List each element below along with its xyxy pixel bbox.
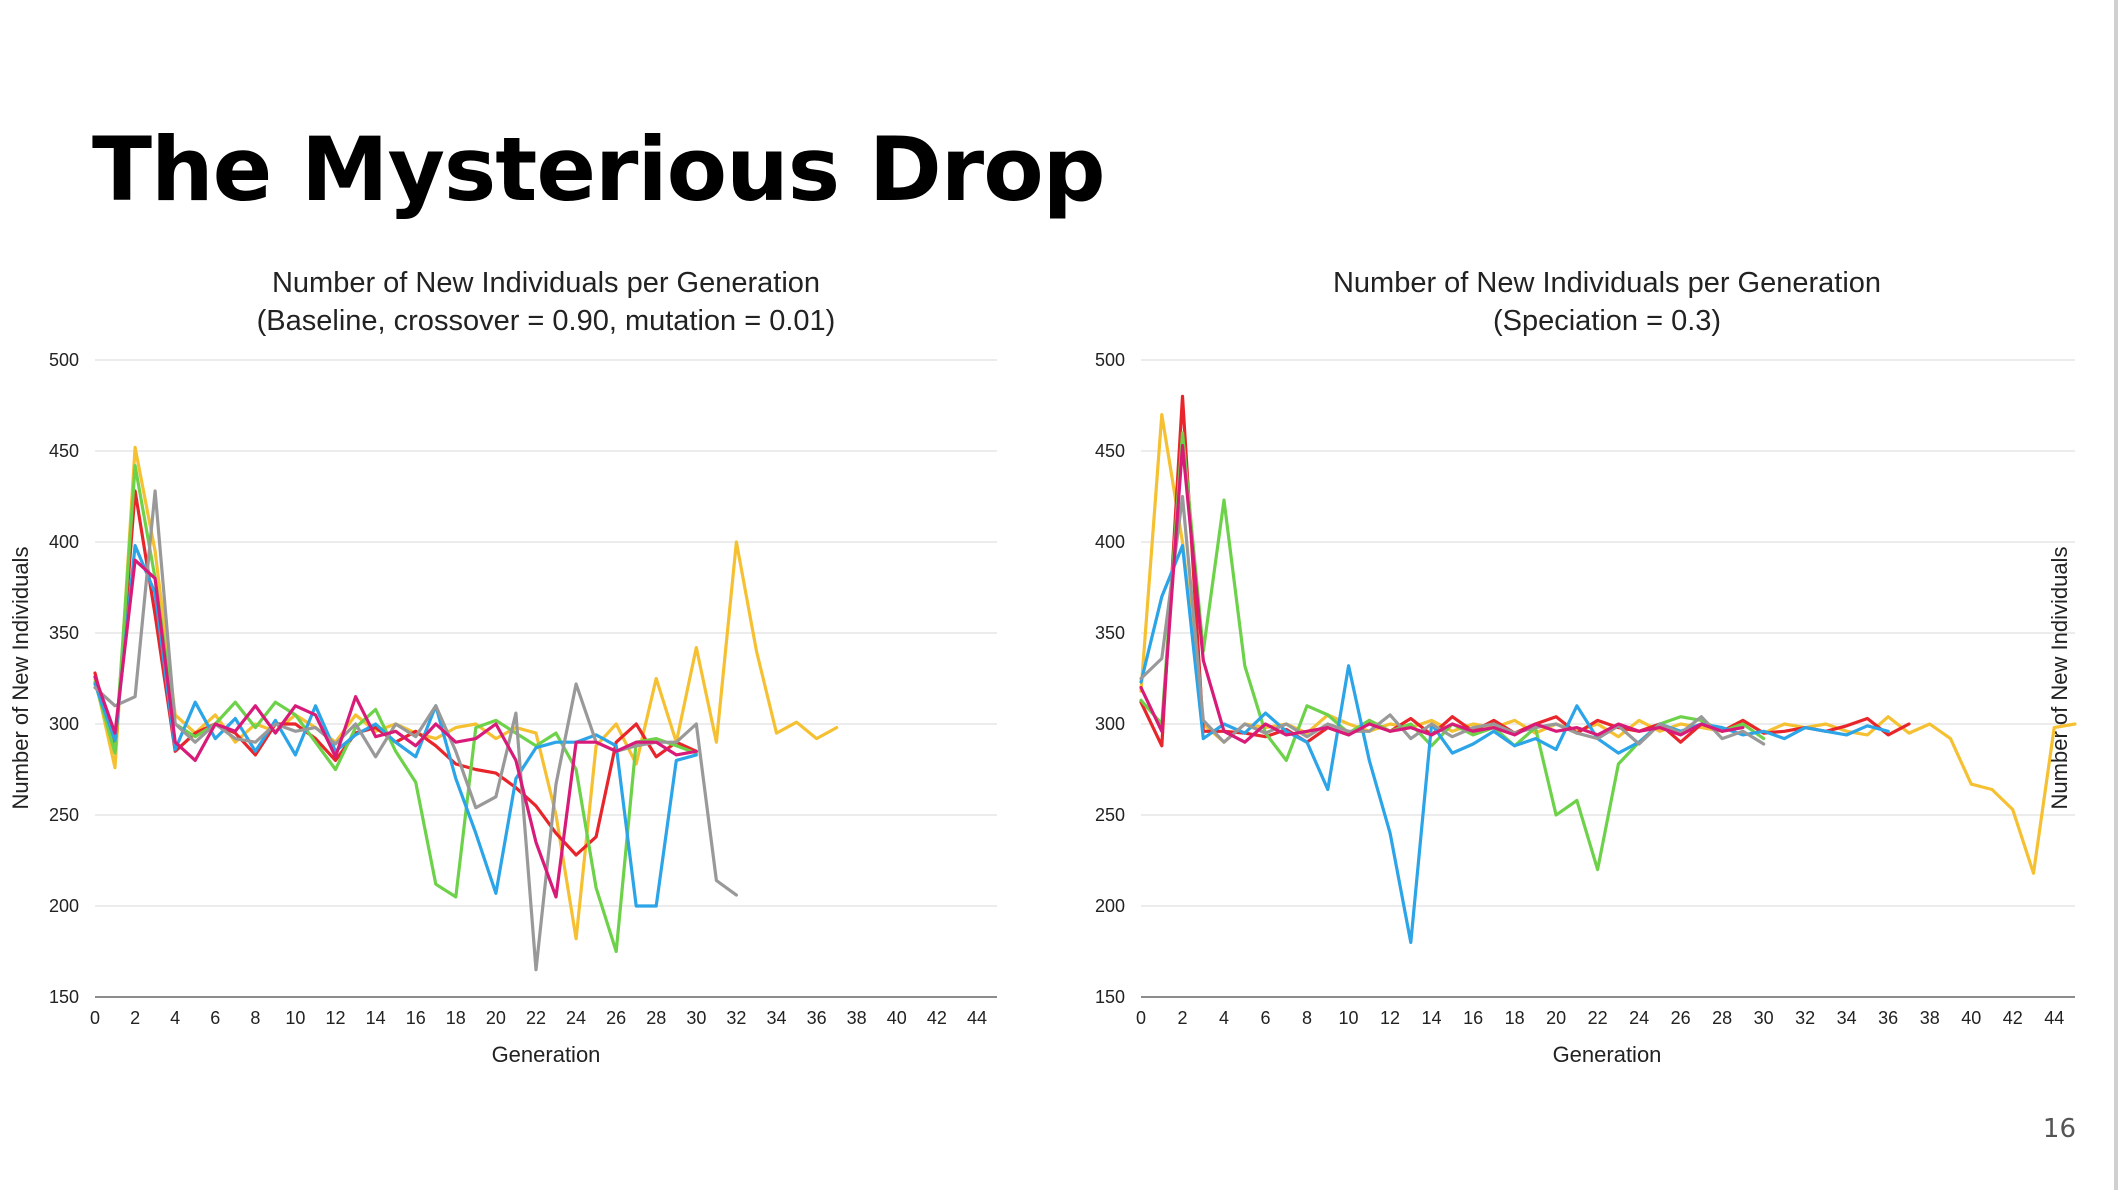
y-tick-label: 400 — [49, 532, 79, 552]
x-tick-label: 40 — [1961, 1008, 1981, 1028]
series-line-6 — [93, 558, 698, 899]
x-tick-label: 30 — [1754, 1008, 1774, 1028]
chart-title: Number of New Individuals per Generation — [272, 267, 820, 299]
x-axis-ticks: 0 2 4 6 8 10 12 14 16 18 20 22 24 26 28 30 32 34 36 38 40 42 4… — [1136, 1008, 2064, 1028]
series-lines — [1139, 394, 2077, 945]
y-axis-title: Number of New Individuals — [2047, 547, 2072, 810]
x-tick-label: 8 — [1302, 1008, 1312, 1028]
x-tick-label: 26 — [606, 1008, 626, 1028]
grid-lines — [95, 359, 997, 998]
chart-baseline: Number of New Individuals per Generation… — [8, 267, 997, 1067]
x-tick-label: 40 — [887, 1008, 907, 1028]
x-tick-label: 34 — [1837, 1008, 1857, 1028]
x-tick-label: 34 — [766, 1008, 786, 1028]
y-tick-label: 200 — [49, 896, 79, 916]
x-tick-label: 32 — [1795, 1008, 1815, 1028]
x-tick-label: 24 — [1629, 1008, 1649, 1028]
x-tick-label: 28 — [646, 1008, 666, 1028]
series-line-6 — [1139, 443, 1745, 744]
x-tick-label: 44 — [2044, 1008, 2064, 1028]
series-line-2 — [93, 489, 698, 857]
y-tick-label: 450 — [49, 441, 79, 461]
x-axis-ticks: 0 2 4 6 8 10 12 14 16 18 20 22 24 26 28 30 32 34 36 38 40 42 4… — [90, 1008, 987, 1028]
series-line-3 — [93, 464, 698, 954]
x-tick-label: 26 — [1671, 1008, 1691, 1028]
x-tick-label: 16 — [1463, 1008, 1483, 1028]
x-tick-label: 10 — [1339, 1008, 1359, 1028]
y-tick-label: 350 — [49, 623, 79, 643]
y-tick-label: 400 — [1095, 532, 1125, 552]
chart-speciation: Number of New Individuals per Generation… — [1095, 267, 2077, 1067]
chart-title: Number of New Individuals per Generation — [1333, 267, 1881, 299]
x-tick-label: 8 — [250, 1008, 260, 1028]
x-tick-label: 44 — [967, 1008, 987, 1028]
x-tick-label: 30 — [686, 1008, 706, 1028]
x-tick-label: 0 — [90, 1008, 100, 1028]
x-tick-label: 10 — [285, 1008, 305, 1028]
y-tick-label: 150 — [49, 987, 79, 1007]
x-tick-label: 20 — [1546, 1008, 1566, 1028]
x-tick-label: 0 — [1136, 1008, 1146, 1028]
chart-subtitle: (Speciation = 0.3) — [1493, 305, 1721, 337]
series-line-1 — [93, 445, 839, 941]
x-tick-label: 32 — [726, 1008, 746, 1028]
y-tick-label: 300 — [1095, 714, 1125, 734]
series-line-5 — [1139, 494, 1766, 746]
y-tick-label: 500 — [49, 350, 79, 370]
x-tick-label: 16 — [406, 1008, 426, 1028]
x-tick-label: 36 — [1878, 1008, 1898, 1028]
x-tick-label: 36 — [807, 1008, 827, 1028]
x-tick-label: 4 — [1219, 1008, 1229, 1028]
y-tick-label: 250 — [1095, 805, 1125, 825]
y-tick-label: 500 — [1095, 350, 1125, 370]
series-line-3 — [1139, 431, 1766, 872]
x-tick-label: 22 — [526, 1008, 546, 1028]
series-line-1 — [1139, 413, 2077, 875]
y-tick-label: 300 — [49, 714, 79, 734]
slide-edge-divider — [2114, 0, 2118, 1190]
x-tick-label: 12 — [1380, 1008, 1400, 1028]
x-tick-label: 28 — [1712, 1008, 1732, 1028]
x-tick-label: 2 — [1178, 1008, 1188, 1028]
chart-subtitle: (Baseline, crossover = 0.90, mutation = … — [257, 305, 836, 337]
x-tick-label: 12 — [326, 1008, 346, 1028]
x-tick-label: 14 — [366, 1008, 386, 1028]
series-line-4 — [93, 543, 698, 908]
x-tick-label: 6 — [210, 1008, 220, 1028]
y-tick-label: 450 — [1095, 441, 1125, 461]
series-line-5 — [93, 489, 739, 972]
x-tick-label: 4 — [170, 1008, 180, 1028]
slide-title: The Mysterious Drop — [92, 118, 1106, 221]
x-tick-label: 18 — [1505, 1008, 1525, 1028]
x-tick-label: 6 — [1261, 1008, 1271, 1028]
x-tick-label: 38 — [1920, 1008, 1940, 1028]
series-line-4 — [1139, 543, 1890, 945]
x-tick-label: 20 — [486, 1008, 506, 1028]
x-tick-label: 24 — [566, 1008, 586, 1028]
x-axis-title: Generation — [492, 1042, 601, 1067]
y-axis-ticks: 150 200 250 300 350 400 450 500 — [49, 350, 79, 1007]
series-lines — [93, 445, 839, 972]
y-tick-label: 200 — [1095, 896, 1125, 916]
y-axis-title: Number of New Individuals — [8, 547, 33, 810]
y-tick-label: 150 — [1095, 987, 1125, 1007]
grid-lines — [1141, 359, 2075, 998]
x-axis-title: Generation — [1553, 1042, 1662, 1067]
x-tick-label: 18 — [446, 1008, 466, 1028]
y-tick-label: 350 — [1095, 623, 1125, 643]
y-axis-ticks: 150 200 250 300 350 400 450 500 — [1095, 350, 1125, 1007]
x-tick-label: 38 — [847, 1008, 867, 1028]
x-tick-label: 2 — [130, 1008, 140, 1028]
y-tick-label: 250 — [49, 805, 79, 825]
x-tick-label: 42 — [927, 1008, 947, 1028]
x-tick-label: 14 — [1422, 1008, 1442, 1028]
page-number: 16 — [2042, 1114, 2076, 1144]
series-line-2 — [1139, 394, 1911, 748]
x-tick-label: 22 — [1588, 1008, 1608, 1028]
x-tick-label: 42 — [2003, 1008, 2023, 1028]
